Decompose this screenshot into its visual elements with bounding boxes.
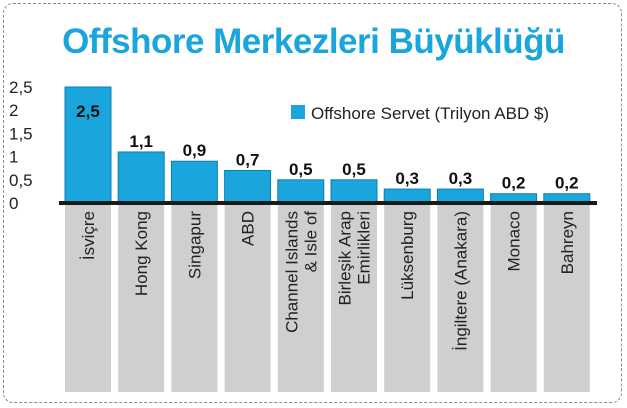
bar <box>330 179 378 204</box>
x-tick-label: & Isle of <box>301 211 320 273</box>
x-tick-label: Hong Kong <box>132 211 151 296</box>
data-label: 0,3 <box>449 169 473 188</box>
data-label: 0,3 <box>395 169 419 188</box>
category-label-panel <box>65 205 111 392</box>
category-label-panel <box>171 205 218 392</box>
x-tick-label: İngiltere (Anakara) <box>451 211 470 351</box>
chart-title: Offshore Merkezleri Büyüklüğü <box>62 22 565 61</box>
category-label-panel <box>490 205 537 392</box>
x-tick-label: ABD <box>239 211 258 246</box>
y-tick-label: 0 <box>9 194 18 213</box>
data-label: 0,2 <box>555 174 579 193</box>
bar <box>170 160 218 204</box>
x-tick-label: Bahreyn <box>558 211 577 274</box>
category-label-panel <box>384 205 431 392</box>
data-label: 0,5 <box>342 160 366 179</box>
x-tick-label: Birleşik Arap <box>336 211 355 305</box>
x-tick-label: İsviçre <box>79 211 98 260</box>
category-label-panel <box>277 205 324 392</box>
category-label-panel <box>118 205 165 392</box>
y-tick-label: 0,5 <box>9 171 33 190</box>
category-label-panel <box>224 205 271 392</box>
y-tick-label: 1 <box>9 148 18 167</box>
y-tick-label: 2,5 <box>9 78 33 97</box>
y-tick-label: 2 <box>9 101 18 120</box>
bar <box>64 86 112 204</box>
legend-swatch <box>291 105 305 119</box>
bar <box>436 188 484 204</box>
bar <box>224 170 272 204</box>
category-label-panel <box>331 205 377 392</box>
bar <box>277 179 325 204</box>
bar <box>117 151 165 204</box>
data-label: 0,5 <box>289 160 313 179</box>
chart-frame <box>3 3 622 403</box>
x-tick-label: Lüksenburg <box>398 211 417 300</box>
data-label: 0,9 <box>183 141 207 160</box>
data-label: 0,2 <box>502 174 526 193</box>
x-tick-label: Singapur <box>185 211 204 279</box>
category-label-panel <box>437 205 484 392</box>
x-tick-label: Emirlikleri <box>355 211 374 285</box>
x-tick-label: Channel Islands <box>282 211 301 333</box>
category-label-panel <box>543 205 590 392</box>
data-label: 0,7 <box>236 151 260 170</box>
bar <box>383 188 431 204</box>
data-label: 2,5 <box>76 102 100 121</box>
legend: Offshore Servet (Trilyon ABD $) <box>291 104 549 123</box>
y-tick-label: 1,5 <box>9 124 33 143</box>
x-tick-label: Monaco <box>505 211 524 271</box>
legend-label: Offshore Servet (Trilyon ABD $) <box>311 104 549 123</box>
data-label: 1,1 <box>129 132 153 151</box>
